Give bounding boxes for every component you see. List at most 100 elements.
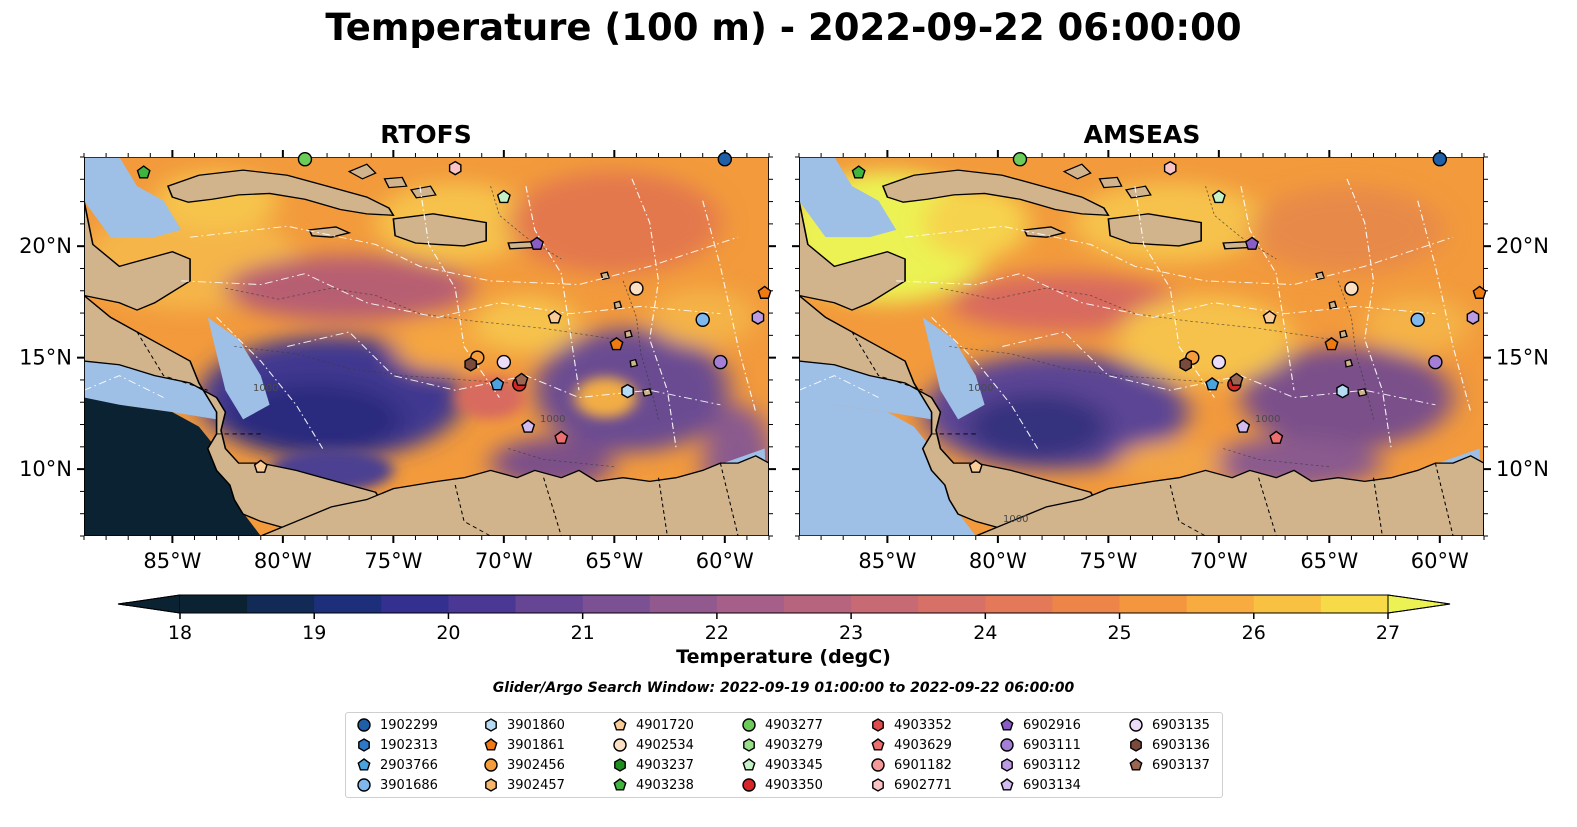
panel-title-amseas: AMSEAS bbox=[1083, 120, 1201, 149]
legend-label: 4902534 bbox=[636, 737, 694, 753]
colorbar-tick-label: 26 bbox=[1242, 622, 1266, 644]
legend-item: 4903350 bbox=[741, 777, 823, 793]
legend-marker bbox=[742, 718, 756, 732]
legend-marker bbox=[485, 718, 497, 732]
colorbar-tick-label: 22 bbox=[705, 622, 729, 644]
legend-marker-icon bbox=[1001, 758, 1013, 772]
obs-marker bbox=[713, 354, 728, 370]
obs-marker bbox=[1229, 372, 1244, 386]
colorbar-tick-label: 20 bbox=[436, 622, 460, 644]
legend-marker-icon bbox=[742, 758, 756, 771]
legend-marker-icon bbox=[485, 718, 497, 732]
obs-marker bbox=[554, 430, 569, 444]
colorbar-bin bbox=[649, 595, 718, 613]
legend-marker bbox=[872, 778, 884, 792]
legend-marker-icon bbox=[872, 718, 884, 732]
legend-item: 1902299 bbox=[356, 717, 438, 733]
legend-marker-icon bbox=[742, 778, 756, 792]
obs-marker bbox=[514, 372, 529, 386]
legend-marker bbox=[1000, 778, 1014, 791]
legend-item: 3902457 bbox=[483, 777, 565, 793]
colorbar-bin bbox=[1253, 595, 1322, 613]
legend-item: 4903345 bbox=[741, 757, 823, 773]
legend-label: 4903238 bbox=[636, 777, 694, 793]
legend-label: 6903137 bbox=[1152, 757, 1210, 773]
legend-item: 3901686 bbox=[356, 777, 438, 793]
legend-marker bbox=[1000, 718, 1014, 731]
legend-item: 4903238 bbox=[612, 777, 694, 793]
obs-marker bbox=[1466, 310, 1480, 325]
legend-marker bbox=[1001, 758, 1013, 772]
legend-marker bbox=[613, 778, 627, 791]
colorbar-bin bbox=[180, 595, 248, 613]
legend-item: 4903629 bbox=[870, 737, 952, 753]
legend-label: 6902916 bbox=[1023, 717, 1081, 733]
legend-item: 4903279 bbox=[741, 737, 823, 753]
obs-marker bbox=[609, 336, 624, 351]
colorbar-bin bbox=[851, 595, 919, 613]
colorbar-bin bbox=[1119, 595, 1188, 613]
obs-marker bbox=[448, 160, 462, 176]
legend-label: 1902299 bbox=[380, 717, 438, 733]
colorbar-label: Temperature (degC) bbox=[676, 646, 891, 668]
legend-marker-icon bbox=[484, 758, 498, 772]
legend-marker bbox=[484, 758, 498, 772]
lat-tick-label: 10°N bbox=[19, 457, 72, 481]
legend-label: 6901182 bbox=[894, 757, 952, 773]
legend-item: 6903136 bbox=[1128, 737, 1210, 753]
legend-label: 4903629 bbox=[894, 737, 952, 753]
figure-title: Temperature (100 m) - 2022-09-22 06:00:0… bbox=[325, 6, 1242, 49]
legend-marker bbox=[485, 778, 497, 792]
colorbar-tick-label: 23 bbox=[839, 622, 863, 644]
legend: 1902299 1902313 2903766 3901686 3901860 39018… bbox=[345, 712, 1223, 798]
legend-label: 6903112 bbox=[1023, 757, 1081, 773]
obs-marker bbox=[529, 236, 544, 250]
colorbar: 18 19 20 21 22 23 24 25 26 27 bbox=[117, 594, 1451, 644]
obs-marker bbox=[851, 165, 866, 179]
contour-label: 1000 bbox=[968, 383, 994, 394]
colorbar-tick-label: 19 bbox=[302, 622, 326, 644]
colorbar-tick-label: 27 bbox=[1376, 622, 1400, 644]
legend-marker-icon bbox=[613, 738, 627, 752]
colorbar-tick-label: 24 bbox=[973, 622, 997, 644]
legend-item: 4901720 bbox=[612, 717, 694, 733]
lat-tick-label: 20°N bbox=[19, 234, 72, 258]
obs-marker bbox=[496, 189, 511, 204]
colorbar-bin bbox=[515, 595, 584, 613]
colorbar-bin bbox=[918, 595, 986, 613]
obs-marker bbox=[717, 152, 733, 167]
legend-marker-icon bbox=[872, 778, 884, 792]
legend-marker-icon bbox=[358, 738, 370, 752]
obs-marker bbox=[1179, 357, 1193, 372]
obs-marker bbox=[629, 281, 644, 296]
obs-marker bbox=[496, 354, 512, 370]
legend-label: 4901720 bbox=[636, 717, 694, 733]
legend-item: 3901861 bbox=[483, 737, 565, 753]
legend-label: 1902313 bbox=[380, 737, 438, 753]
colorbar-bin bbox=[448, 595, 517, 613]
legend-marker bbox=[742, 758, 756, 771]
obs-marker bbox=[1269, 430, 1284, 444]
lon-tick-label: 60°W bbox=[1411, 549, 1469, 573]
legend-label: 4903277 bbox=[765, 717, 823, 733]
colorbar-bin bbox=[1320, 595, 1389, 613]
legend-marker bbox=[742, 778, 756, 792]
legend-label: 6903111 bbox=[1023, 737, 1081, 753]
legend-marker-icon bbox=[743, 738, 755, 752]
legend-marker-icon bbox=[742, 718, 756, 732]
colorbar-tick-label: 25 bbox=[1107, 622, 1131, 644]
obs-marker bbox=[253, 459, 268, 473]
legend-marker-icon bbox=[1000, 718, 1014, 731]
lon-tick-label: 85°W bbox=[858, 549, 916, 573]
legend-marker bbox=[871, 758, 885, 772]
legend-marker bbox=[614, 758, 626, 772]
obs-marker bbox=[1336, 383, 1349, 399]
legend-marker bbox=[872, 718, 884, 732]
legend-item: 3902456 bbox=[483, 757, 565, 773]
obs-marker bbox=[136, 165, 151, 179]
legend-marker bbox=[357, 778, 371, 792]
legend-item: 6903137 bbox=[1128, 757, 1210, 773]
search-window-text: Glider/Argo Search Window: 2022-09-19 01… bbox=[492, 680, 1075, 696]
legend-label: 3901686 bbox=[380, 777, 438, 793]
obs-marker bbox=[1324, 336, 1339, 351]
